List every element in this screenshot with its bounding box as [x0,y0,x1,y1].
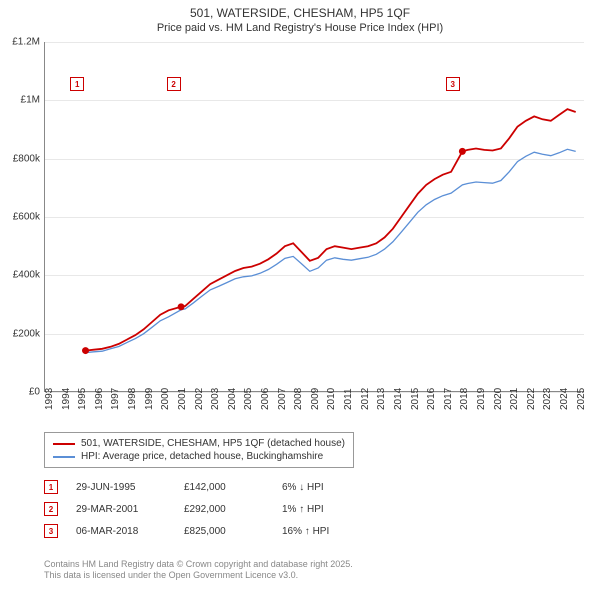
x-tick-label: 2012 [360,388,371,410]
transaction-row: 2 29-MAR-2001 £292,000 1% ↑ HPI [44,498,372,520]
x-tick-label: 2014 [393,388,404,410]
legend-label-0: 501, WATERSIDE, CHESHAM, HP5 1QF (detach… [81,438,345,449]
x-tick-label: 2017 [443,388,454,410]
transaction-price: £142,000 [184,482,264,493]
title-block: 501, WATERSIDE, CHESHAM, HP5 1QF Price p… [0,0,600,36]
x-tick-label: 2005 [243,388,254,410]
x-tick-label: 1995 [77,388,88,410]
chart-container: 501, WATERSIDE, CHESHAM, HP5 1QF Price p… [0,0,600,590]
y-tick-label: £0 [29,387,40,398]
transaction-date: 29-JUN-1995 [76,482,166,493]
x-tick-label: 1999 [144,388,155,410]
x-tick-label: 1997 [110,388,121,410]
y-tick-label: £400k [13,270,40,281]
attribution-line1: Contains HM Land Registry data © Crown c… [44,559,353,571]
x-tick-label: 2020 [493,388,504,410]
transaction-price: £825,000 [184,526,264,537]
x-tick-label: 2003 [210,388,221,410]
x-tick-label: 2015 [410,388,421,410]
transaction-date: 06-MAR-2018 [76,526,166,537]
x-tick-label: 2016 [426,388,437,410]
x-tick-label: 2007 [277,388,288,410]
x-tick-label: 2000 [160,388,171,410]
x-tick-label: 2019 [476,388,487,410]
x-tick-label: 2009 [310,388,321,410]
x-tick-label: 2013 [376,388,387,410]
y-tick-label: £600k [13,212,40,223]
x-tick-label: 1994 [61,388,72,410]
x-tick-label: 2023 [542,388,553,410]
chart-marker-3: 3 [446,77,460,91]
transaction-marker: 2 [44,502,58,516]
x-tick-label: 2004 [227,388,238,410]
chart-area: 1 2 3 [44,42,584,392]
transaction-diff: 1% ↑ HPI [282,504,372,515]
legend-swatch-1 [53,456,75,458]
y-tick-label: £800k [13,153,40,164]
legend-item-1: HPI: Average price, detached house, Buck… [53,450,345,463]
transaction-row: 3 06-MAR-2018 £825,000 16% ↑ HPI [44,520,372,542]
chart-marker-2: 2 [167,77,181,91]
x-tick-label: 2002 [194,388,205,410]
x-tick-label: 2022 [526,388,537,410]
legend-swatch-0 [53,443,75,445]
transaction-marker: 1 [44,480,58,494]
title-address: 501, WATERSIDE, CHESHAM, HP5 1QF [0,6,600,20]
transaction-marker: 3 [44,524,58,538]
transaction-price: £292,000 [184,504,264,515]
legend: 501, WATERSIDE, CHESHAM, HP5 1QF (detach… [44,432,354,468]
transactions-table: 1 29-JUN-1995 £142,000 6% ↓ HPI 2 29-MAR… [44,476,372,542]
transaction-date: 29-MAR-2001 [76,504,166,515]
attribution: Contains HM Land Registry data © Crown c… [44,559,353,582]
y-tick-label: £1M [21,95,40,106]
transaction-diff: 16% ↑ HPI [282,526,372,537]
x-tick-label: 2001 [177,388,188,410]
x-tick-label: 2018 [459,388,470,410]
x-tick-label: 2021 [509,388,520,410]
y-tick-label: £200k [13,328,40,339]
x-axis: 1993199419951996199719981999200020012002… [44,392,584,432]
x-tick-label: 2011 [343,388,354,410]
title-subtitle: Price paid vs. HM Land Registry's House … [0,22,600,34]
x-tick-label: 2010 [326,388,337,410]
x-tick-label: 2025 [576,388,587,410]
transaction-diff: 6% ↓ HPI [282,482,372,493]
legend-item-0: 501, WATERSIDE, CHESHAM, HP5 1QF (detach… [53,437,345,450]
x-tick-label: 2006 [260,388,271,410]
x-tick-label: 1996 [94,388,105,410]
x-tick-label: 2008 [293,388,304,410]
y-axis: £0£200k£400k£600k£800k£1M£1.2M [0,42,44,392]
chart-marker-1: 1 [70,77,84,91]
legend-label-1: HPI: Average price, detached house, Buck… [81,451,323,462]
x-tick-label: 1993 [44,388,55,410]
x-tick-label: 2024 [559,388,570,410]
x-tick-label: 1998 [127,388,138,410]
transaction-row: 1 29-JUN-1995 £142,000 6% ↓ HPI [44,476,372,498]
line-series [44,42,584,392]
y-tick-label: £1.2M [12,37,40,48]
attribution-line2: This data is licensed under the Open Gov… [44,570,353,582]
